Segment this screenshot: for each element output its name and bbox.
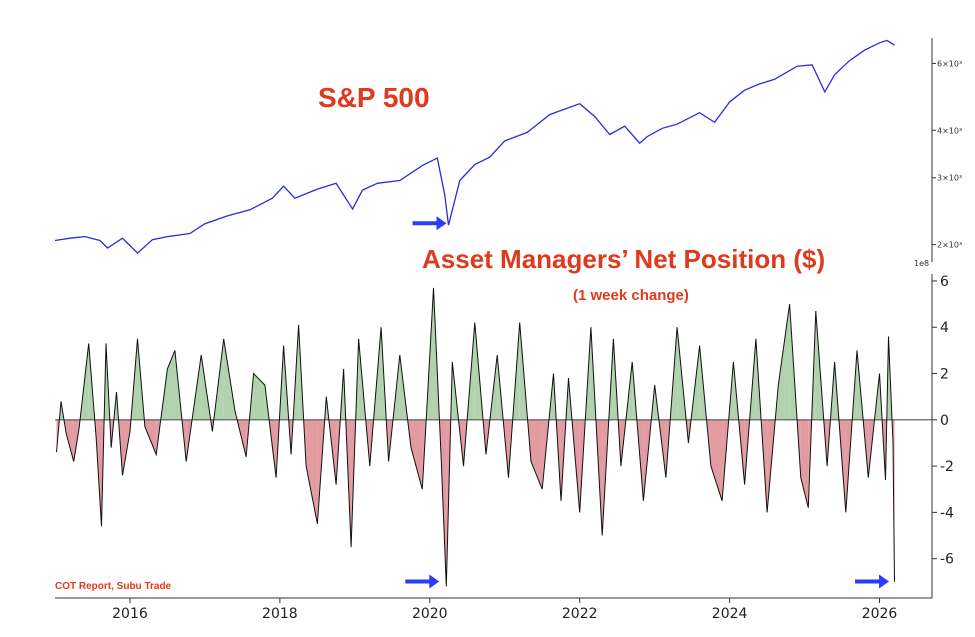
sp500-y-tick-label: 4×10³ xyxy=(937,126,962,135)
net-position-y-tick-label: 0 xyxy=(940,413,949,429)
sp500-y-tick-label: 2×10³ xyxy=(937,241,962,250)
sp500-title: S&P 500 xyxy=(318,82,430,113)
net-position-area-segment xyxy=(800,419,809,508)
net-position-x-tick-label: 2026 xyxy=(862,606,898,622)
net-position-2026-arrow xyxy=(855,574,890,589)
sp500-y-tick-label: 6×10³ xyxy=(937,59,962,68)
net-position-area-segment xyxy=(306,419,318,524)
net-position-area-segment xyxy=(144,419,157,455)
net-position-x-tick-label: 2024 xyxy=(712,606,748,622)
net-position-y-tick-label: -2 xyxy=(940,459,954,475)
net-position-y-tick-label: 4 xyxy=(940,320,949,336)
net-position-area-segment xyxy=(778,304,790,420)
net-position-area-segment xyxy=(710,419,723,501)
net-position-area-segment xyxy=(66,419,74,462)
net-position-y-tick-label: 2 xyxy=(940,367,949,383)
sp500-drop-arrow xyxy=(412,216,447,231)
sp500-line xyxy=(54,39,895,254)
net-position-y-tick-label: -6 xyxy=(940,552,954,568)
sp500-y-tick-label: 3×10³ xyxy=(937,174,962,183)
sp500-panel: S&P 500 6×10³ 4×10³ 3×10³ 2×10³ xyxy=(54,38,962,262)
net-position-y-tick-label: -4 xyxy=(940,505,954,521)
source-label: COT Report, Subu Trade xyxy=(55,581,172,592)
net-position-x-tick-label: 2022 xyxy=(562,606,598,622)
net-position-subtitle: (1 week change) xyxy=(573,287,689,304)
net-position-area-segment xyxy=(530,419,543,490)
net-position-title: Asset Managers’ Net Position ($) xyxy=(422,244,825,274)
sp500-y-axis: 6×10³ 4×10³ 3×10³ 2×10³ xyxy=(932,59,962,250)
net-position-area-segment xyxy=(253,373,265,420)
net-position-y-axis: 6 4 2 0 -2 -4 -6 xyxy=(932,274,954,568)
net-position-line xyxy=(56,287,895,587)
sp500-annotations xyxy=(412,216,447,231)
y-scale-label: 1e8 xyxy=(914,259,929,268)
net-position-x-tick-label: 2020 xyxy=(412,606,448,622)
net-position-area-segment xyxy=(167,350,175,420)
net-position-x-tick-label: 2018 xyxy=(262,606,298,622)
net-position-x-tick-label: 2016 xyxy=(112,606,148,622)
net-position-area-segment xyxy=(411,419,423,490)
net-position-panel: Asset Managers’ Net Position ($) (1 week… xyxy=(55,244,954,622)
net-position-x-ticks: 2016 2018 2020 2022 2024 2026 xyxy=(112,598,897,622)
net-position-annotations xyxy=(405,574,890,589)
net-position-area-segment xyxy=(122,419,130,476)
net-position-2020-arrow xyxy=(405,574,440,589)
net-position-y-tick-label: 6 xyxy=(940,274,949,290)
